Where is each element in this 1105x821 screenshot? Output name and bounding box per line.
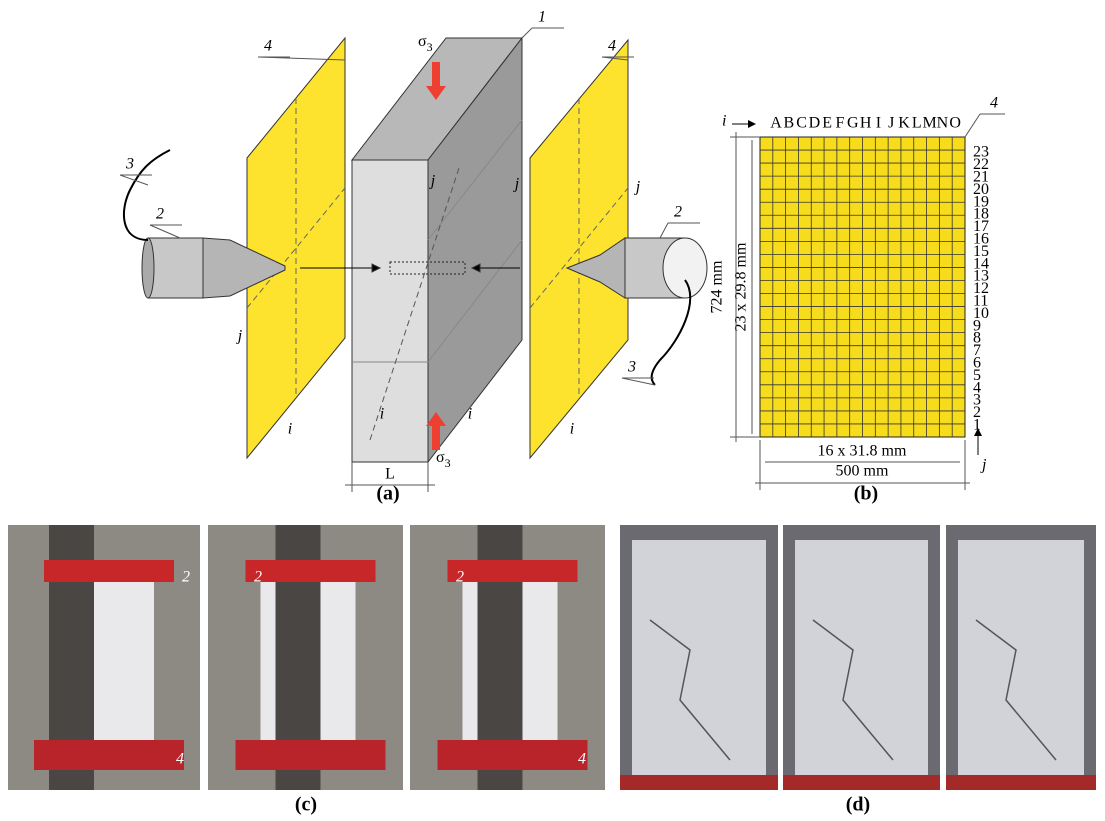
column-label: D [809, 115, 821, 132]
column-label: M [922, 115, 936, 132]
panel-caption: (b) [854, 483, 878, 505]
press-base [946, 775, 1096, 790]
i-label: i [722, 113, 726, 130]
transducer-body [148, 238, 203, 298]
photo-callout: 2 [182, 569, 190, 586]
column-label: O [949, 115, 961, 132]
leader-line [660, 223, 668, 238]
block-front [352, 160, 428, 462]
panel-caption: (d) [846, 794, 870, 816]
stress-subscript: 3 [427, 40, 433, 54]
panel-caption: (a) [376, 483, 399, 505]
dimension-label: 23 x 29.8 mm [733, 242, 750, 331]
dimension-label: 16 x 31.8 mm [818, 443, 907, 460]
arrow [748, 120, 756, 128]
press-plate [246, 560, 376, 582]
dimension-label: 500 mm [836, 463, 889, 480]
callout: 4 [264, 38, 272, 55]
leader-line [622, 378, 655, 385]
column-label: J [888, 115, 894, 132]
specimen [795, 540, 928, 780]
panel-caption: (c) [295, 794, 317, 816]
direction-label: j [513, 176, 520, 193]
leader-line [965, 114, 980, 137]
callout: 1 [538, 9, 546, 26]
photo-callout: 4 [578, 751, 586, 768]
callout: 4 [608, 38, 616, 55]
column-label: K [898, 115, 910, 132]
specimen [958, 540, 1084, 780]
stress-subscript: 3 [445, 456, 451, 470]
measurement-grid [760, 137, 965, 437]
photo-callout: 2 [456, 569, 464, 586]
press-base [34, 740, 184, 770]
leader-line [522, 28, 532, 38]
photo-callout: 2 [254, 569, 262, 586]
direction-label: i [288, 421, 292, 438]
stress-label: σ3 [436, 449, 451, 470]
column-label: N [937, 115, 949, 132]
column-label: F [836, 115, 845, 132]
press-base [438, 740, 588, 770]
column-label: E [822, 115, 832, 132]
press-base [783, 775, 940, 790]
press-base [620, 775, 778, 790]
direction-label: i [570, 421, 574, 438]
leader-line [150, 225, 180, 238]
column-label: G [847, 115, 859, 132]
direction-label: j [429, 173, 436, 190]
callout: 2 [156, 206, 164, 223]
dimension-label: 724 mm [709, 260, 726, 313]
callout: 4 [990, 95, 998, 112]
stress-label: σ3 [418, 33, 433, 54]
photo-callout: 4 [176, 751, 184, 768]
column-label: B [783, 115, 794, 132]
column-label: A [770, 115, 782, 132]
press-plate [44, 560, 174, 582]
direction-label: j [634, 179, 641, 196]
column-label: H [860, 115, 872, 132]
callout: 2 [674, 204, 682, 221]
press-plate [448, 560, 578, 582]
column-label: C [796, 115, 807, 132]
specimen [632, 540, 766, 780]
callout: 3 [125, 156, 134, 173]
j-label: j [980, 457, 987, 474]
column-label: L [912, 115, 922, 132]
direction-label: j [236, 328, 243, 345]
callout: 3 [627, 359, 636, 376]
photos [8, 525, 1096, 790]
direction-label: i [468, 406, 472, 423]
direction-label: i [380, 406, 384, 423]
press-base [236, 740, 386, 770]
column-label: I [876, 115, 881, 132]
specimen-diagram [124, 38, 707, 492]
figure: 1443223jjjjiiiiσ3σ3L(a)ABCDEFGHIJKLMNO23… [0, 0, 1105, 821]
length-label: L [385, 466, 395, 483]
